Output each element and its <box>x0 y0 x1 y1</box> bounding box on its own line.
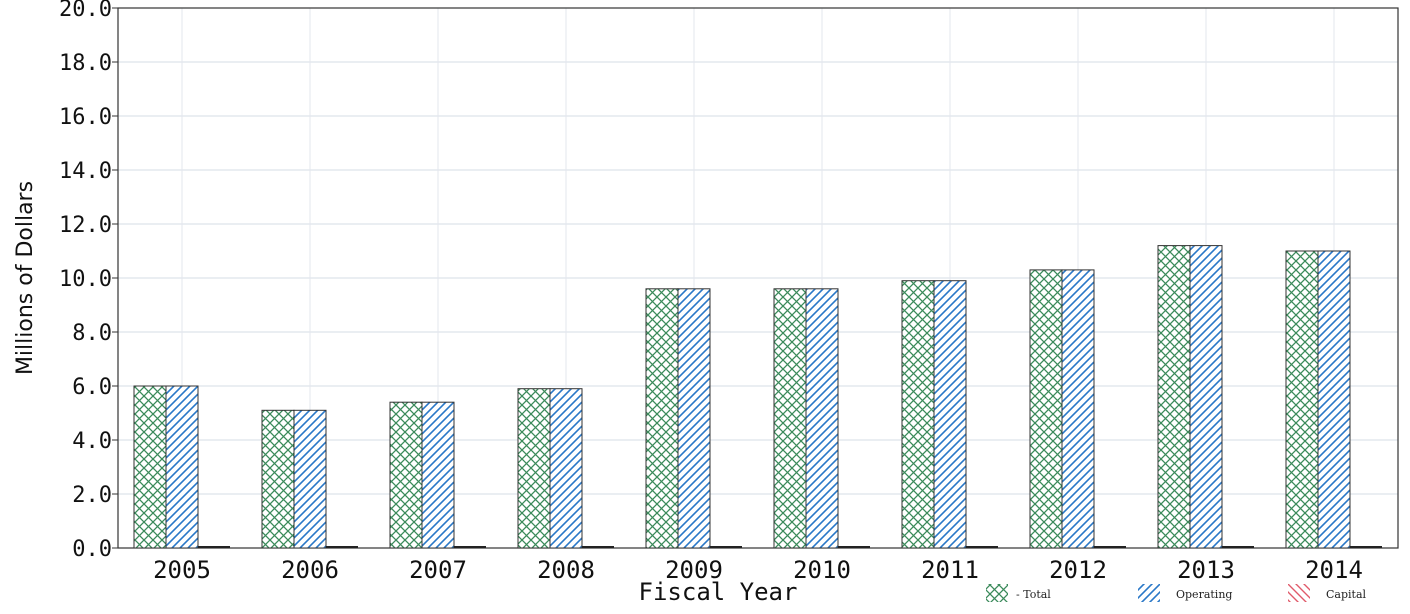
y-tick-label: 10.0 <box>59 267 112 292</box>
bar-operating <box>1189 245 1223 549</box>
legend: - Total Operating Capital <box>986 584 1367 602</box>
y-tick-label: 12.0 <box>59 213 112 238</box>
x-tick-label: 2014 <box>1305 556 1363 584</box>
y-tick-label: 0.0 <box>72 537 112 562</box>
bar-total <box>389 401 423 549</box>
legend-label-operating: Operating <box>1176 588 1232 601</box>
x-tick-label: 2013 <box>1177 556 1235 584</box>
bar-operating <box>1317 250 1351 549</box>
x-tick-label: 2005 <box>153 556 211 584</box>
bar-total <box>645 288 679 549</box>
legend-swatch-capital <box>1288 584 1310 602</box>
bar-total <box>517 388 551 549</box>
y-tick-label: 8.0 <box>72 321 112 346</box>
bar-operating <box>421 401 455 549</box>
y-axis-ticks: 0.0 2.0 4.0 6.0 8.0 10.0 12.0 14.0 16.0 18.0 20.0 <box>59 0 118 562</box>
bar-operating <box>933 280 967 549</box>
y-tick-label: 16.0 <box>59 105 112 130</box>
bar-total <box>1285 250 1319 549</box>
bar-total <box>901 280 935 549</box>
x-axis-label: Fiscal Year <box>639 578 798 606</box>
x-tick-label: 2008 <box>537 556 595 584</box>
x-tick-label: 2012 <box>1049 556 1107 584</box>
bar-operating <box>1061 269 1095 549</box>
bar-operating <box>805 288 839 549</box>
bar-total <box>773 288 807 549</box>
y-tick-label: 18.0 <box>59 51 112 76</box>
legend-swatch-total <box>986 584 1008 602</box>
y-tick-label: 20.0 <box>59 0 112 22</box>
bar-total <box>1029 269 1063 549</box>
y-tick-label: 6.0 <box>72 375 112 400</box>
x-tick-label: 2010 <box>793 556 851 584</box>
x-tick-label: 2006 <box>281 556 339 584</box>
x-tick-label: 2009 <box>665 556 723 584</box>
bar-total <box>261 409 295 549</box>
y-axis-label: Millions of Dollars <box>13 181 38 375</box>
bar-total <box>133 385 167 549</box>
x-tick-label: 2011 <box>921 556 979 584</box>
y-tick-label: 4.0 <box>72 429 112 454</box>
bar-operating <box>677 288 711 549</box>
bar-operating <box>293 409 327 549</box>
x-axis-ticks: 2005 2006 2007 2008 2009 2010 2011 2012 2013 2014 <box>153 556 1363 584</box>
bar-operating <box>549 388 583 549</box>
legend-label-capital: Capital <box>1326 588 1367 601</box>
bar-total <box>1157 245 1191 549</box>
bar-operating <box>165 385 199 549</box>
legend-swatch-operating <box>1138 584 1160 602</box>
bars <box>133 245 1382 549</box>
legend-label-total: - Total <box>1016 588 1051 601</box>
y-tick-label: 14.0 <box>59 159 112 184</box>
y-tick-label: 2.0 <box>72 483 112 508</box>
x-tick-label: 2007 <box>409 556 467 584</box>
